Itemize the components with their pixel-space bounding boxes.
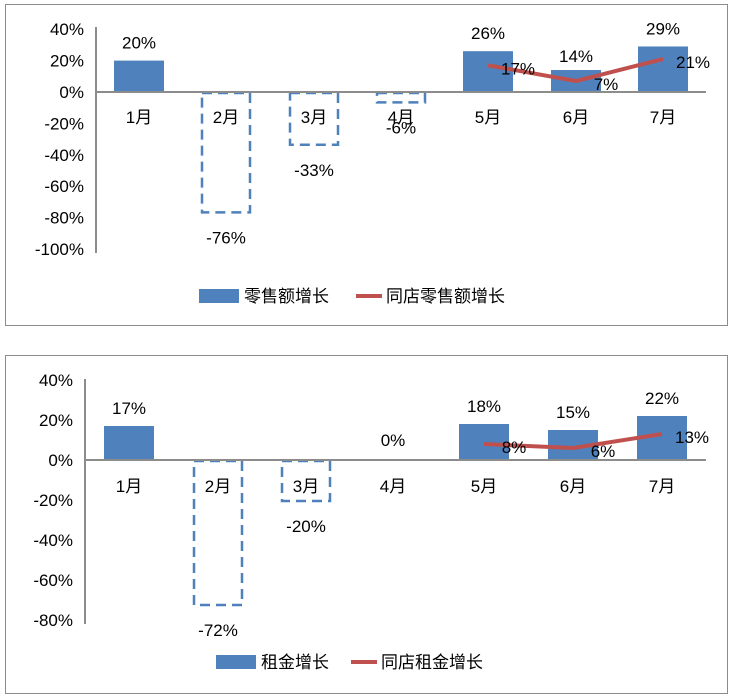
y-tick-label: 40% <box>39 371 73 390</box>
rent-growth-chart: 40% 20% 0% -20% -40% -60% -80% 1月 2月 3月 4月 5月 6月 7月 17… <box>5 355 728 694</box>
line-series <box>483 432 663 450</box>
y-tick-label: 40% <box>50 20 84 39</box>
x-tick-label: 2月 <box>205 477 231 496</box>
x-tick-label: 5月 <box>471 477 497 496</box>
legend-bar-label: 零售额增长 <box>244 287 329 306</box>
y-tick-label: 0% <box>59 83 84 102</box>
bar-value-label: -76% <box>206 228 246 247</box>
x-tick-label: 7月 <box>650 108 676 127</box>
x-tick-label: 1月 <box>126 108 152 127</box>
y-tick-label: -40% <box>33 531 73 550</box>
y-tick-label: -60% <box>44 177 84 196</box>
bar-value-label: -33% <box>294 161 334 180</box>
x-tick-label: 7月 <box>649 477 675 496</box>
y-tick-label: -40% <box>44 146 84 165</box>
bar <box>459 424 509 460</box>
y-tick-label: 20% <box>50 52 84 71</box>
x-tick-label: 6月 <box>563 108 589 127</box>
y-tick-label: -80% <box>44 209 84 228</box>
bar-value-label: 14% <box>559 47 593 66</box>
bar-value-label: 0% <box>381 431 406 450</box>
x-tick-label: 4月 <box>380 477 406 496</box>
x-tick-label: 2月 <box>213 108 239 127</box>
retail-growth-plot: 40% 20% 0% -20% -40% -60% -80% -100% 1月 2月 3月 4月 5月 6… <box>35 19 710 306</box>
line-value-label: 17% <box>501 59 535 78</box>
bar-negative <box>375 91 427 104</box>
retail-growth-chart: 40% 20% 0% -20% -40% -60% -80% -100% 1月 2月 3月 4月 5月 6… <box>5 4 728 326</box>
line-value-label: 7% <box>594 75 619 94</box>
line-value-label: 13% <box>675 428 709 447</box>
line-value-label: 8% <box>502 438 527 457</box>
bar-value-label: 22% <box>645 389 679 408</box>
legend-line-label: 同店零售额增长 <box>386 287 505 306</box>
bar-value-label: 29% <box>646 19 680 38</box>
bar-value-label: -72% <box>198 621 238 640</box>
line-value-label: 21% <box>676 53 710 72</box>
y-tick-label: -100% <box>35 240 84 259</box>
bar <box>114 60 164 92</box>
y-tick-label: -20% <box>44 114 84 133</box>
bar-value-label: -20% <box>286 517 326 536</box>
bar-value-label: 15% <box>556 403 590 422</box>
y-tick-label: 20% <box>39 411 73 430</box>
bar <box>638 46 688 92</box>
legend-line-label: 同店租金增长 <box>381 653 483 672</box>
line-value-label: 6% <box>591 442 616 461</box>
x-tick-label: 6月 <box>560 477 586 496</box>
x-tick-label: 1月 <box>116 477 142 496</box>
bar <box>463 51 513 92</box>
bar-value-label: 18% <box>467 397 501 416</box>
bar-value-label: -6% <box>386 118 416 137</box>
bar <box>104 426 154 460</box>
legend-bar-swatch <box>216 655 256 669</box>
y-tick-label: -20% <box>33 491 73 510</box>
y-tick-label: 0% <box>48 451 73 470</box>
bar-value-label: 17% <box>112 399 146 418</box>
x-tick-label: 3月 <box>293 477 319 496</box>
line-series <box>487 57 664 84</box>
x-tick-label: 4月 <box>388 108 414 127</box>
y-tick-label: -80% <box>33 611 73 630</box>
legend-bar-swatch <box>199 289 239 303</box>
x-tick-label: 3月 <box>301 108 327 127</box>
y-tick-label: -60% <box>33 571 73 590</box>
bar-value-label: 20% <box>122 34 156 53</box>
x-tick-label: 5月 <box>475 108 501 127</box>
rent-growth-plot: 40% 20% 0% -20% -40% -60% -80% 1月 2月 3月 4月 5月 6月 7月 17… <box>33 371 709 672</box>
bar-value-label: 26% <box>471 24 505 43</box>
legend-bar-label: 租金增长 <box>261 653 329 672</box>
